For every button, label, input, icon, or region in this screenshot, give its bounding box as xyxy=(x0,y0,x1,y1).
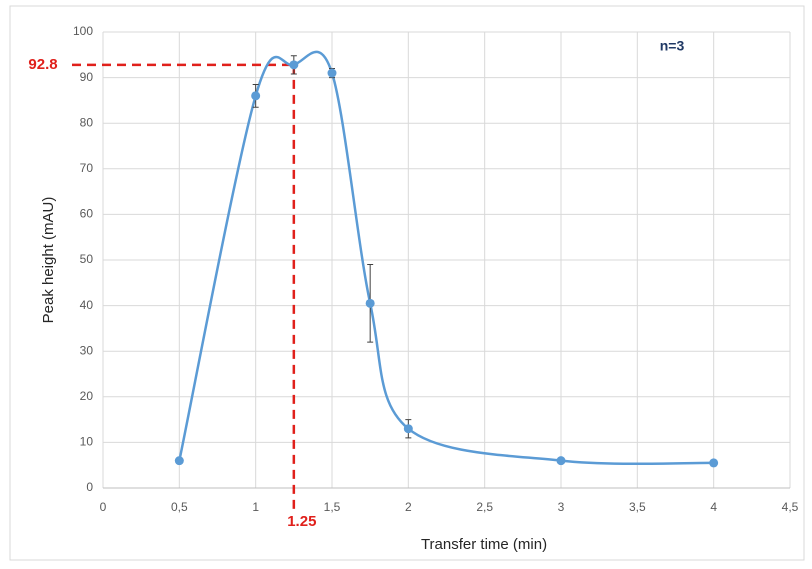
x-tick-label: 2,5 xyxy=(476,500,493,514)
highlight-x-label: 1.25 xyxy=(287,513,316,530)
y-tick-label: 70 xyxy=(80,161,94,175)
data-line xyxy=(178,50,714,466)
x-tick-label: 4 xyxy=(710,500,717,514)
data-point xyxy=(365,298,375,308)
data-point xyxy=(289,60,299,70)
chart-frame xyxy=(9,5,805,561)
data-point xyxy=(709,458,719,468)
y-tick-label: 80 xyxy=(80,115,94,129)
sample-note: n=3 xyxy=(660,38,685,54)
y-tick-label: 0 xyxy=(86,480,93,494)
data-point xyxy=(327,68,337,78)
x-tick-label: 0 xyxy=(100,500,107,514)
y-tick-label: 40 xyxy=(80,298,94,312)
y-tick-label: 90 xyxy=(80,70,94,84)
x-tick-label: 3 xyxy=(558,500,565,514)
y-axis-label: Peak height (mAU) xyxy=(40,197,57,324)
x-tick-label: 0,5 xyxy=(171,500,188,514)
x-axis-label: Transfer time (min) xyxy=(421,536,547,553)
data-point xyxy=(403,424,413,434)
x-tick-label: 1 xyxy=(252,500,259,514)
data-point xyxy=(174,456,184,466)
y-tick-label: 10 xyxy=(80,435,94,449)
data-point xyxy=(556,456,566,466)
y-tick-label: 20 xyxy=(80,389,94,403)
y-tick-label: 50 xyxy=(80,252,94,266)
y-tick-label: 100 xyxy=(73,24,93,38)
x-tick-label: 2 xyxy=(405,500,412,514)
y-tick-label: 30 xyxy=(80,343,94,357)
x-tick-label: 1,5 xyxy=(324,500,341,514)
x-tick-label: 4,5 xyxy=(782,500,799,514)
highlight-y-label: 92.8 xyxy=(28,56,57,73)
x-tick-label: 3,5 xyxy=(629,500,646,514)
data-point xyxy=(251,91,261,101)
y-tick-label: 60 xyxy=(80,207,94,221)
